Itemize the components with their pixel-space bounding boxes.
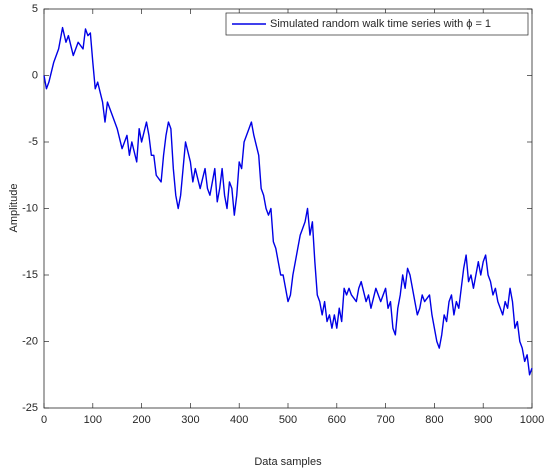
y-tick-label: 0 [32,69,38,81]
x-tick-label: 100 [84,414,102,426]
legend-box [225,12,529,36]
x-tick-label: 500 [279,414,297,426]
x-tick-label: 400 [230,414,248,426]
y-tick-label: -25 [22,402,38,414]
data-line [43,26,533,376]
x-axis-label: Data samples [254,456,322,468]
y-tick-label: -20 [22,335,38,347]
x-tick-label: 300 [181,414,199,426]
y-tick-label: -10 [22,202,38,214]
y-tick-label: 5 [32,3,38,15]
x-tick-label: 800 [425,414,443,426]
x-tick-label: 600 [328,414,346,426]
x-tick-label: 1000 [520,414,544,426]
x-tick-label: 700 [376,414,394,426]
legend-label: Simulated random walk time series with ϕ… [270,18,491,30]
y-tick-label: -15 [22,269,38,281]
plot-area [43,8,533,409]
x-tick-label: 900 [474,414,492,426]
y-axis-label: Amplitude [8,184,20,233]
x-tick-label: 200 [132,414,150,426]
x-tick-label: 0 [41,414,47,426]
y-tick-label: -5 [28,136,38,148]
